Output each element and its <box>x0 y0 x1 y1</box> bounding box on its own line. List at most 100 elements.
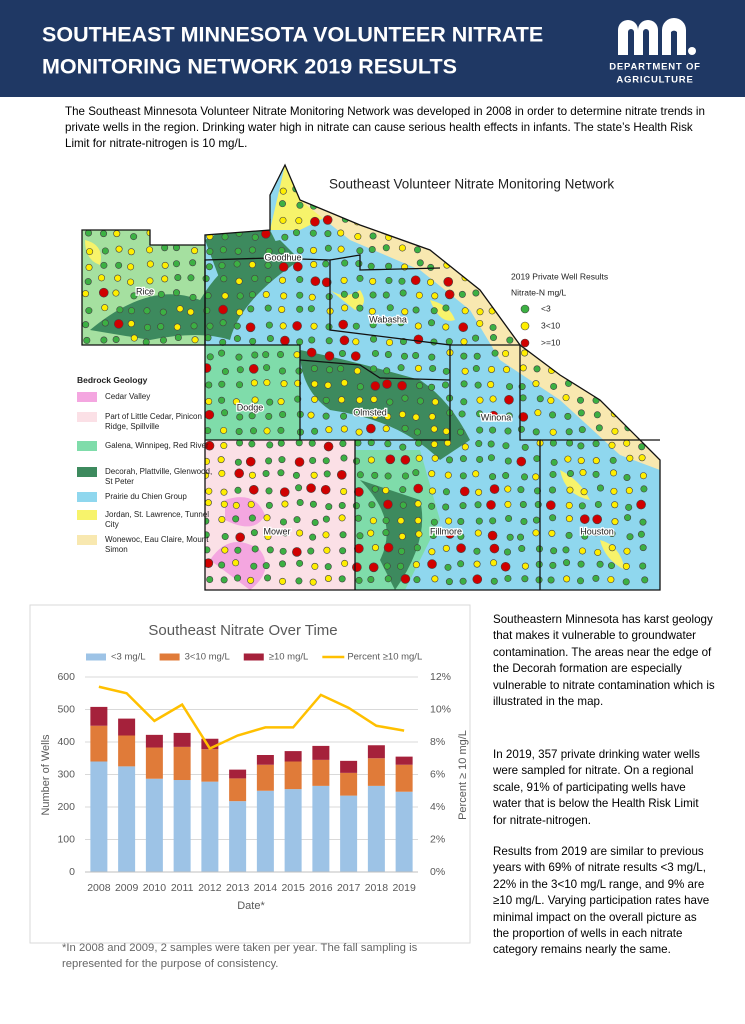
well-dot <box>279 322 287 330</box>
well-dot <box>428 319 436 327</box>
well-dot <box>309 457 317 465</box>
well-dot <box>221 292 229 300</box>
well-dot <box>442 381 450 389</box>
well-dot <box>638 443 646 451</box>
well-dot <box>517 425 525 433</box>
well-dot <box>143 353 151 361</box>
well-dot <box>474 381 482 389</box>
legend-swatch <box>243 653 264 661</box>
well-dot <box>370 218 378 226</box>
well-dot <box>566 217 574 225</box>
well-dot <box>488 365 496 373</box>
well-dot <box>502 289 510 297</box>
well-dot <box>206 353 214 361</box>
well-dot <box>626 261 634 269</box>
well-dot <box>145 456 153 464</box>
bar-segment <box>284 789 302 872</box>
well-dot <box>188 214 196 222</box>
well-dot <box>161 261 169 269</box>
well-dot <box>306 347 317 358</box>
well-dot <box>517 232 525 240</box>
x-tick-label: 2016 <box>309 882 333 894</box>
well-dot <box>206 187 214 195</box>
geology-label: Prairie du Chien Group <box>105 492 187 501</box>
well-dot <box>235 202 245 212</box>
well-dot <box>310 261 318 269</box>
well-dot <box>442 427 450 435</box>
well-dot <box>370 381 381 391</box>
well-dot <box>593 383 601 391</box>
well-dot <box>521 203 529 211</box>
well-dot <box>430 518 438 526</box>
well-dot <box>130 292 138 300</box>
legend-swatch <box>159 653 180 661</box>
x-tick-label: 2015 <box>281 882 305 894</box>
well-dot <box>371 412 379 420</box>
well-dot <box>489 543 500 554</box>
well-dot <box>429 201 437 209</box>
well-dot <box>546 500 556 510</box>
well-dot <box>340 290 348 298</box>
well-dot <box>172 260 180 268</box>
well-dot <box>489 334 497 342</box>
geology-legend-title: Bedrock Geology <box>77 375 148 385</box>
well-dot <box>609 320 617 328</box>
well-dot <box>338 514 346 522</box>
well-dot <box>279 547 287 555</box>
well-dot <box>535 560 543 568</box>
geology-legend-item: Galena, Winnipeg, Red River <box>77 441 215 451</box>
well-dot <box>321 277 332 288</box>
well-dot <box>442 544 450 552</box>
bar-segment <box>90 725 108 762</box>
well-dot <box>308 293 316 301</box>
well-dot <box>220 275 228 283</box>
well-dot <box>473 352 481 360</box>
well-dot <box>221 409 229 417</box>
well-dot <box>338 319 348 330</box>
well-dot <box>146 289 154 297</box>
well-dot <box>548 352 556 360</box>
well-dot <box>325 201 333 209</box>
well-dot <box>384 413 392 421</box>
well-dot <box>505 306 513 314</box>
geology-legend-item: Cedar Valley <box>77 392 215 402</box>
well-dot <box>398 410 406 418</box>
well-dot <box>127 263 135 271</box>
well-dot <box>489 274 497 282</box>
well-dot <box>264 261 272 269</box>
well-dot <box>487 530 498 541</box>
well-dot <box>310 276 321 286</box>
well-dot <box>221 217 229 225</box>
well-dot <box>187 308 195 316</box>
well-dot <box>248 514 256 522</box>
well-dot <box>190 201 198 209</box>
well-dot <box>160 216 168 224</box>
well-dot <box>158 352 166 360</box>
well-dot <box>562 199 570 207</box>
well-dot <box>279 187 287 195</box>
well-dot <box>127 278 135 286</box>
well-dot <box>281 500 289 508</box>
well-dot <box>516 456 527 467</box>
county-label: Dodge <box>237 402 264 412</box>
well-dot <box>445 578 453 586</box>
well-dot <box>505 247 513 255</box>
well-dot <box>159 454 167 462</box>
well-dot <box>625 275 633 283</box>
well-dot <box>263 379 271 387</box>
well-dot <box>277 350 285 358</box>
x-tick-label: 2009 <box>115 882 139 894</box>
well-dot <box>640 247 648 255</box>
well-dot <box>401 308 409 316</box>
well-dot <box>218 396 226 404</box>
well-dot <box>625 246 633 254</box>
well-dot <box>144 323 152 331</box>
well-dot <box>445 529 455 539</box>
well-dot <box>641 306 649 314</box>
well-dot <box>551 259 559 267</box>
well-dot <box>547 397 555 405</box>
side-paragraph: Results from 2019 are similar to previou… <box>493 845 710 957</box>
well-dot <box>265 412 273 420</box>
well-dot <box>610 367 620 378</box>
well-dot <box>113 456 124 467</box>
